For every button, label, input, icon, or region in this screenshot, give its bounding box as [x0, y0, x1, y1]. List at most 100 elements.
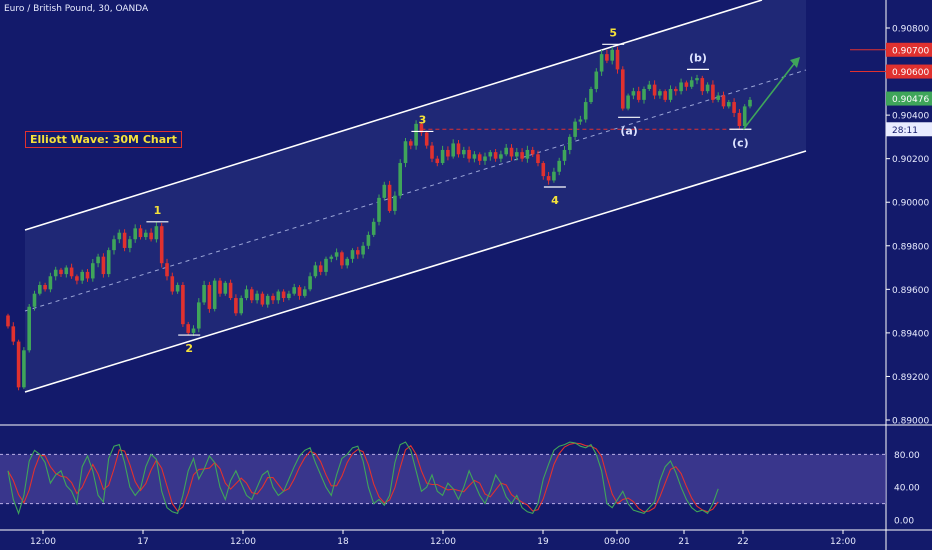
candle-body [350, 250, 355, 259]
candle-body [599, 54, 604, 72]
candle-body [313, 265, 318, 277]
candle-body [732, 102, 736, 113]
candle-body [663, 91, 667, 100]
candle-body [393, 195, 397, 211]
x-tick-label: 19 [537, 537, 549, 547]
candle-body [716, 95, 720, 100]
candle-body [32, 293, 37, 307]
price-marker-label: 0.90700 [892, 46, 929, 56]
candle-body [398, 163, 402, 196]
candle-body [144, 232, 148, 238]
stoch-band [0, 454, 886, 504]
candle-body [414, 123, 418, 146]
candle-body [48, 276, 53, 290]
candle-body [430, 145, 434, 159]
candle-body [117, 232, 122, 240]
y-tick-label: 0.90000 [892, 199, 929, 209]
candle-body [472, 154, 477, 159]
candle-body [583, 102, 588, 120]
candle-body [626, 95, 630, 109]
candle-body [234, 298, 238, 314]
candle-body [334, 252, 339, 257]
candle-body [181, 284, 185, 325]
candle-body [255, 293, 259, 301]
candle-body [456, 143, 461, 155]
wave-label-2: 3 [419, 113, 427, 126]
candle-body [530, 149, 535, 155]
stoch-tick-label: 40.00 [894, 484, 920, 494]
candle-body [212, 280, 217, 309]
candle-body [546, 176, 551, 181]
candle-body [218, 280, 222, 294]
last-price-label: 0.90476 [892, 95, 929, 105]
candle-body [96, 256, 100, 264]
candle-body [260, 293, 265, 305]
candle-body [207, 284, 212, 309]
stoch-tick-label: 0.00 [894, 517, 914, 527]
candle-body [133, 228, 137, 240]
x-tick-label: 17 [137, 537, 148, 547]
candle-body [154, 226, 159, 240]
candle-body [525, 149, 530, 159]
candle-body [493, 152, 498, 159]
price-marker-box [886, 42, 932, 57]
candle-body [679, 82, 683, 92]
candle-body [85, 271, 90, 279]
channel-upper-line [24, 0, 763, 231]
wave-label-0: 1 [154, 204, 162, 217]
candle-body [658, 91, 662, 96]
price-marker-label: 0.90600 [892, 68, 929, 78]
candle-body [552, 171, 556, 181]
candle-body [615, 49, 620, 70]
y-tick-label: 0.90200 [892, 155, 929, 165]
candle-body [122, 232, 127, 248]
annotation-box: Elliott Wave: 30M Chart [25, 131, 182, 148]
x-tick-label: 22 [737, 537, 748, 547]
candle-body [504, 147, 508, 155]
candle-body [642, 88, 646, 100]
candle-body [69, 267, 74, 277]
candle-body [59, 269, 63, 275]
candle-body [499, 154, 503, 159]
candle-body [80, 271, 84, 281]
candle-body [435, 158, 440, 164]
candle-body [91, 263, 95, 279]
wave-label-5: (a) [620, 124, 637, 137]
candle-body [53, 269, 58, 277]
candle-body [303, 289, 307, 296]
candle-body [361, 245, 365, 255]
candle-body [149, 232, 153, 240]
candle-body [308, 276, 312, 290]
wave-label-6: (b) [689, 51, 707, 64]
candle-body [594, 71, 599, 89]
candle-body [244, 289, 249, 299]
stoch-k-line [7, 441, 719, 516]
candle-body [11, 326, 16, 342]
candle-body [382, 184, 387, 198]
candle-body [271, 295, 275, 301]
timer-box [886, 122, 932, 137]
candle-body [695, 78, 699, 81]
candle-body [371, 221, 376, 235]
candle-body [477, 154, 482, 161]
candle-body [541, 163, 546, 177]
candle-body [276, 291, 281, 301]
candle-body [700, 78, 705, 92]
candle-body [297, 287, 302, 296]
candle-body [647, 84, 652, 89]
wave-label-4: 5 [609, 26, 617, 39]
candle-body [737, 112, 742, 126]
candle-body [22, 350, 26, 388]
candle-body [43, 284, 47, 290]
candle-body [239, 298, 243, 314]
candle-body [727, 102, 731, 107]
candle-body [329, 256, 334, 259]
x-tick-label: 21 [678, 537, 689, 547]
candle-body [292, 287, 296, 294]
candle-body [721, 95, 726, 107]
channel-median-line [24, 69, 807, 312]
y-tick-label: 0.89600 [892, 286, 929, 296]
candle-body [467, 149, 471, 159]
candle-body [562, 149, 567, 161]
